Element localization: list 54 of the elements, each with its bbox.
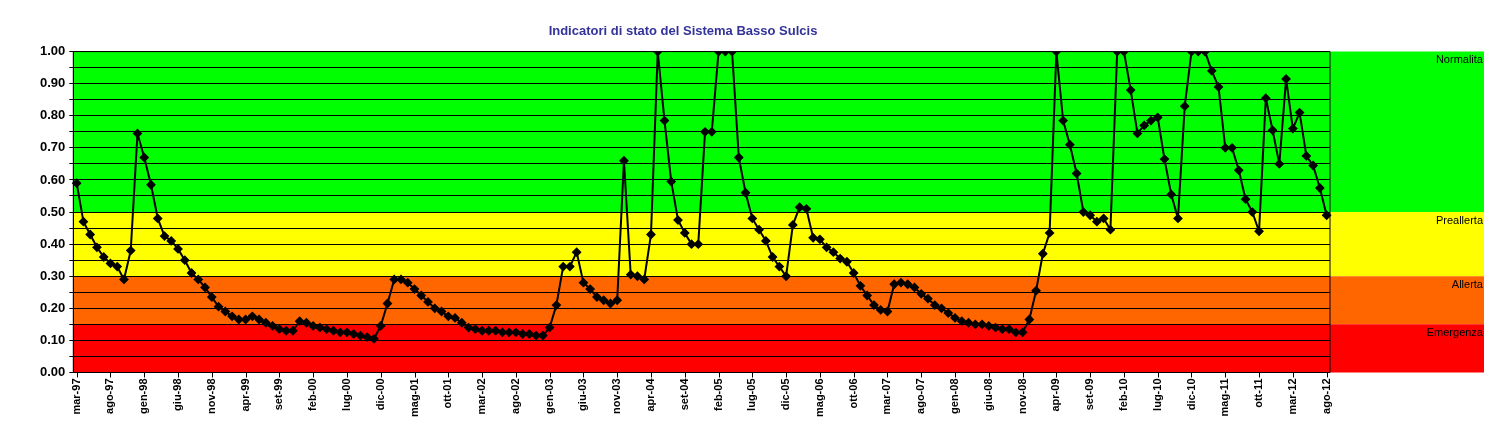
x-tick-label: ago-97 [103, 378, 116, 414]
band-label: Preallerta [1435, 213, 1484, 226]
band-label: Emergenza [1426, 325, 1484, 338]
band-label: Allerta [1451, 277, 1484, 290]
x-tick-label: ago-02 [508, 378, 521, 414]
x-tick-label: ott-11 [1252, 378, 1265, 408]
y-tick-label: 0.90 [39, 75, 66, 91]
y-tick-label: 0.50 [39, 203, 66, 219]
x-tick-label: feb-00 [306, 378, 319, 411]
x-tick-label: set-04 [677, 377, 690, 411]
x-tick-label: mag-06 [812, 378, 825, 418]
x-tick-label: dic-00 [373, 378, 386, 411]
x-tick-label: mar-97 [69, 378, 82, 415]
x-tick-label: giu-98 [171, 378, 184, 411]
x-tick-label: giu-08 [981, 378, 994, 411]
y-tick-label: 0.20 [39, 299, 66, 315]
x-tick-label: dic-05 [779, 378, 792, 411]
x-tick-label: mar-02 [475, 378, 488, 415]
y-tick-label: 0.40 [39, 235, 66, 251]
y-tick-label: 0.30 [39, 267, 66, 283]
x-tick-label: nov-08 [1015, 378, 1028, 414]
band-label: Normalita [1435, 53, 1484, 66]
x-tick-label: ott-06 [846, 378, 859, 409]
x-tick-label: apr-09 [1049, 378, 1062, 412]
x-tick-label: feb-05 [711, 378, 724, 411]
x-tick-label: giu-03 [576, 378, 589, 411]
x-tick-label: ott-01 [441, 378, 454, 409]
x-tick-label: gen-98 [137, 378, 150, 414]
x-tick-label: nov-98 [204, 378, 217, 414]
x-tick-label: ago-07 [914, 378, 927, 414]
x-tick-label: apr-04 [644, 377, 657, 412]
x-tick-label: apr-99 [238, 378, 251, 412]
x-tick-label: gen-08 [948, 378, 961, 414]
y-tick-label: 0.10 [39, 331, 66, 347]
y-tick-label: 0.00 [39, 364, 66, 380]
x-tick-label: gen-03 [542, 378, 555, 414]
x-tick-label: lug-05 [745, 378, 758, 411]
y-tick-label: 0.80 [39, 107, 66, 123]
x-tick-label: nov-03 [610, 378, 623, 414]
x-tick-label: lug-10 [1150, 378, 1163, 411]
x-tick-label: mag-11 [1218, 378, 1231, 417]
x-tick-label: mar-12 [1285, 378, 1298, 415]
y-tick-label: 0.60 [39, 171, 66, 187]
x-tick-label: dic-10 [1184, 378, 1197, 411]
x-tick-label: mar-07 [880, 378, 893, 415]
x-tick-label: set-09 [1083, 378, 1096, 411]
x-tick-label: lug-00 [339, 378, 352, 411]
x-tick-label: mag-01 [407, 378, 420, 418]
y-tick-label: 1.00 [39, 43, 66, 59]
x-tick-label: feb-10 [1116, 378, 1129, 411]
x-tick-label: ago-12 [1319, 378, 1332, 414]
chart-title: Indicatori di stato del Sistema Basso Sulcis [548, 23, 818, 39]
y-tick-label: 0.70 [39, 139, 66, 155]
x-tick-label: set-99 [272, 378, 285, 411]
